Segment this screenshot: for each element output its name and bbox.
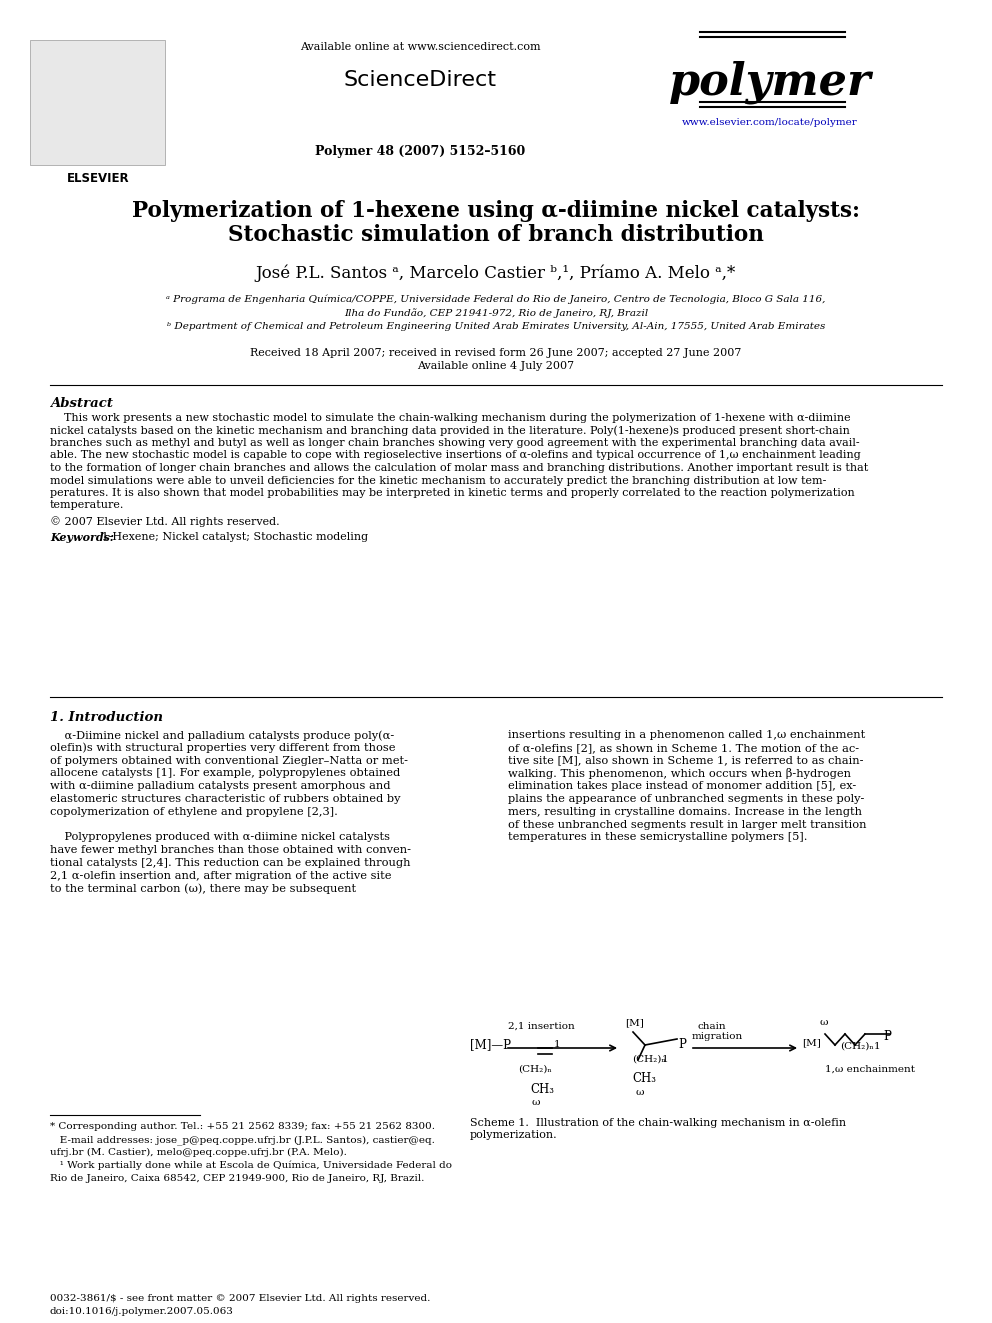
Text: Keywords:: Keywords:	[50, 532, 114, 542]
Text: P: P	[678, 1039, 685, 1050]
Text: E-mail addresses: jose_p@peq.coppe.ufrj.br (J.P.L. Santos), castier@eq.: E-mail addresses: jose_p@peq.coppe.ufrj.…	[50, 1135, 434, 1144]
Text: doi:10.1016/j.polymer.2007.05.063: doi:10.1016/j.polymer.2007.05.063	[50, 1307, 234, 1316]
Text: with α-diimine palladium catalysts present amorphous and: with α-diimine palladium catalysts prese…	[50, 781, 391, 791]
Text: ω: ω	[636, 1088, 645, 1097]
Text: [M]: [M]	[802, 1039, 820, 1046]
Text: to the terminal carbon (ω), there may be subsequent: to the terminal carbon (ω), there may be…	[50, 884, 356, 894]
Text: polymer: polymer	[669, 60, 871, 103]
Text: Available online 4 July 2007: Available online 4 July 2007	[418, 361, 574, 370]
Text: 1: 1	[874, 1043, 881, 1050]
Text: temperatures in these semicrystalline polymers [5].: temperatures in these semicrystalline po…	[508, 832, 807, 843]
Text: ScienceDirect: ScienceDirect	[343, 70, 497, 90]
Text: chain: chain	[698, 1021, 726, 1031]
Text: * Corresponding author. Tel.: +55 21 2562 8339; fax: +55 21 2562 8300.: * Corresponding author. Tel.: +55 21 256…	[50, 1122, 435, 1131]
Text: mers, resulting in crystalline domains. Increase in the length: mers, resulting in crystalline domains. …	[508, 807, 862, 816]
Text: [M]—P: [M]—P	[470, 1039, 511, 1050]
Text: CH₃: CH₃	[530, 1084, 554, 1095]
Text: This work presents a new stochastic model to simulate the chain-walking mechanis: This work presents a new stochastic mode…	[50, 413, 850, 423]
Text: (CH₂)ₙ: (CH₂)ₙ	[840, 1043, 874, 1050]
Text: 1,ω enchainment: 1,ω enchainment	[825, 1065, 915, 1074]
Text: model simulations were able to unveil deficiencies for the kinetic mechanism to : model simulations were able to unveil de…	[50, 475, 826, 486]
Text: α-Diimine nickel and palladium catalysts produce poly(α-: α-Diimine nickel and palladium catalysts…	[50, 730, 394, 741]
Text: www.elsevier.com/locate/polymer: www.elsevier.com/locate/polymer	[682, 118, 858, 127]
Text: of these unbranched segments result in larger melt transition: of these unbranched segments result in l…	[508, 820, 866, 830]
Text: tional catalysts [2,4]. This reduction can be explained through: tional catalysts [2,4]. This reduction c…	[50, 859, 411, 868]
Text: olefin)s with structural properties very different from those: olefin)s with structural properties very…	[50, 742, 396, 753]
Text: elimination takes place instead of monomer addition [5], ex-: elimination takes place instead of monom…	[508, 781, 856, 791]
Text: insertions resulting in a phenomenon called 1,ω enchainment: insertions resulting in a phenomenon cal…	[508, 730, 865, 740]
Text: peratures. It is also shown that model probabilities may be interpreted in kinet: peratures. It is also shown that model p…	[50, 488, 855, 497]
Text: (CH₂)ₙ: (CH₂)ₙ	[518, 1065, 552, 1074]
Text: Stochastic simulation of branch distribution: Stochastic simulation of branch distribu…	[228, 224, 764, 246]
Text: [M]: [M]	[625, 1017, 644, 1027]
Text: walking. This phenomenon, which occurs when β-hydrogen: walking. This phenomenon, which occurs w…	[508, 769, 851, 779]
Text: © 2007 Elsevier Ltd. All rights reserved.: © 2007 Elsevier Ltd. All rights reserved…	[50, 516, 280, 527]
Text: plains the appearance of unbranched segments in these poly-: plains the appearance of unbranched segm…	[508, 794, 864, 804]
Text: Received 18 April 2007; received in revised form 26 June 2007; accepted 27 June : Received 18 April 2007; received in revi…	[250, 348, 742, 359]
Text: (CH₂)ₙ: (CH₂)ₙ	[632, 1054, 666, 1064]
Text: Available online at www.sciencedirect.com: Available online at www.sciencedirect.co…	[300, 42, 541, 52]
Text: 2,1 insertion: 2,1 insertion	[508, 1021, 574, 1031]
Text: nickel catalysts based on the kinetic mechanism and branching data provided in t: nickel catalysts based on the kinetic me…	[50, 426, 850, 437]
Bar	[30, 40, 165, 165]
Text: CH₃: CH₃	[632, 1072, 656, 1085]
Text: 2,1 α-olefin insertion and, after migration of the active site: 2,1 α-olefin insertion and, after migrat…	[50, 871, 392, 881]
Text: of polymers obtained with conventional Ziegler–Natta or met-: of polymers obtained with conventional Z…	[50, 755, 408, 766]
Text: polymerization.: polymerization.	[470, 1130, 558, 1140]
Text: 1. Introduction: 1. Introduction	[50, 710, 163, 724]
Text: ᵇ Department of Chemical and Petroleum Engineering United Arab Emirates Universi: ᵇ Department of Chemical and Petroleum E…	[167, 321, 825, 331]
Text: Rio de Janeiro, Caixa 68542, CEP 21949-900, Rio de Janeiro, RJ, Brazil.: Rio de Janeiro, Caixa 68542, CEP 21949-9…	[50, 1174, 425, 1183]
Text: to the formation of longer chain branches and allows the calculation of molar ma: to the formation of longer chain branche…	[50, 463, 868, 474]
Text: branches such as methyl and butyl as well as longer chain branches showing very : branches such as methyl and butyl as wel…	[50, 438, 860, 448]
Text: 1-Hexene; Nickel catalyst; Stochastic modeling: 1-Hexene; Nickel catalyst; Stochastic mo…	[98, 532, 368, 542]
Text: Polypropylenes produced with α-diimine nickel catalysts: Polypropylenes produced with α-diimine n…	[50, 832, 390, 843]
Text: ᵃ Programa de Engenharia Química/COPPE, Universidade Federal do Rio de Janeiro, : ᵃ Programa de Engenharia Química/COPPE, …	[167, 295, 825, 304]
Text: have fewer methyl branches than those obtained with conven-: have fewer methyl branches than those ob…	[50, 845, 411, 855]
Text: ω: ω	[532, 1098, 541, 1107]
Text: 0032-3861/$ - see front matter © 2007 Elsevier Ltd. All rights reserved.: 0032-3861/$ - see front matter © 2007 El…	[50, 1294, 431, 1303]
Text: elastomeric structures characteristic of rubbers obtained by: elastomeric structures characteristic of…	[50, 794, 401, 804]
Text: tive site [M], also shown in Scheme 1, is referred to as chain-: tive site [M], also shown in Scheme 1, i…	[508, 755, 863, 766]
Text: ¹ Work partially done while at Escola de Química, Universidade Federal do: ¹ Work partially done while at Escola de…	[50, 1162, 452, 1171]
Text: able. The new stochastic model is capable to cope with regioselective insertions: able. The new stochastic model is capabl…	[50, 451, 861, 460]
Text: Polymer 48 (2007) 5152–5160: Polymer 48 (2007) 5152–5160	[314, 146, 525, 157]
Text: ω: ω	[820, 1017, 828, 1027]
Text: allocene catalysts [1]. For example, polypropylenes obtained: allocene catalysts [1]. For example, pol…	[50, 769, 400, 778]
Text: Polymerization of 1-hexene using α-diimine nickel catalysts:: Polymerization of 1-hexene using α-diimi…	[132, 200, 860, 222]
Text: of α-olefins [2], as shown in Scheme 1. The motion of the ac-: of α-olefins [2], as shown in Scheme 1. …	[508, 742, 859, 753]
Text: Scheme 1.  Illustration of the chain-walking mechanism in α-olefin: Scheme 1. Illustration of the chain-walk…	[470, 1118, 846, 1129]
Text: José P.L. Santos ᵃ, Marcelo Castier ᵇ,¹, Príamo A. Melo ᵃ,*: José P.L. Santos ᵃ, Marcelo Castier ᵇ,¹,…	[256, 265, 736, 282]
Text: Abstract: Abstract	[50, 397, 113, 410]
Text: Ilha do Fundão, CEP 21941-972, Rio de Janeiro, RJ, Brazil: Ilha do Fundão, CEP 21941-972, Rio de Ja…	[344, 308, 648, 318]
Text: 1: 1	[554, 1040, 560, 1049]
Text: ELSEVIER: ELSEVIER	[66, 172, 129, 185]
Text: P: P	[883, 1031, 891, 1043]
Text: copolymerization of ethylene and propylene [2,3].: copolymerization of ethylene and propyle…	[50, 807, 338, 816]
Text: 1: 1	[662, 1054, 669, 1064]
Text: migration: migration	[692, 1032, 743, 1041]
Text: ufrj.br (M. Castier), melo@peq.coppe.ufrj.br (P.A. Melo).: ufrj.br (M. Castier), melo@peq.coppe.ufr…	[50, 1148, 347, 1158]
Text: temperature.: temperature.	[50, 500, 124, 511]
